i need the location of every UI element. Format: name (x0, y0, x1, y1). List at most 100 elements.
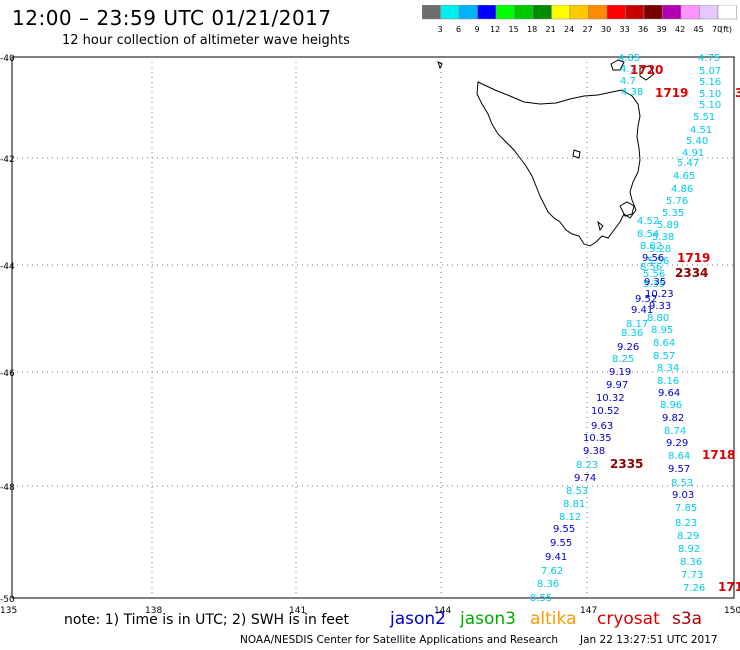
wave-height-value: 5.56 (643, 269, 665, 280)
lon-label: 147 (580, 606, 597, 616)
wave-height-value: 5.10 (699, 100, 721, 111)
wave-height-value: 9.35 (644, 277, 666, 288)
wave-height-value: 8.57 (653, 351, 675, 362)
wave-height-value: 5.28 (649, 244, 671, 255)
scale-label: 30 (601, 25, 611, 34)
wave-height-value: 5.38 (652, 232, 674, 243)
scale-label: 70 (712, 25, 722, 34)
pass-time-label: 2335 (610, 457, 643, 471)
wave-height-value: 8.55 (530, 593, 552, 604)
credit-line: NOAA/NESDIS Center for Satellite Applica… (240, 634, 558, 646)
scale-swatch (643, 5, 663, 20)
lon-label: 144 (434, 606, 451, 616)
wave-height-value: 10.23 (645, 289, 674, 300)
scale-swatch (680, 5, 700, 20)
wave-height-value: 5.47 (677, 158, 699, 169)
wave-height-value: 10.35 (583, 433, 612, 444)
legend-cryosat: cryosat (597, 609, 660, 629)
wave-height-value: 9.29 (666, 438, 688, 449)
wave-height-value: 4.91 (682, 148, 704, 159)
lon-labels: 135 138 141 144 147 150 (0, 606, 740, 616)
pass-time-label: 171 (718, 580, 740, 594)
wave-height-value: 4.75 (698, 53, 720, 64)
lat-label: -46 (0, 369, 15, 379)
wave-height-value: 9.55 (550, 538, 572, 549)
scale-label: 9 (475, 25, 480, 34)
legend-altika: altika (530, 609, 577, 629)
wave-height-value: 8.36 (621, 328, 643, 339)
wave-height-value: 7.62 (541, 566, 563, 577)
scale-swatch (477, 5, 497, 20)
wave-height-value: 8.53 (671, 478, 693, 489)
graticule (12, 57, 734, 598)
lon-label: 138 (145, 606, 162, 616)
wave-height-value: 8.34 (657, 363, 679, 374)
scale-swatch (606, 5, 626, 20)
wave-height-value: 8.12 (559, 512, 581, 523)
wave-height-value: 4.65 (673, 171, 695, 182)
lat-label: -44 (0, 262, 15, 272)
wave-height-value: 9.03 (672, 490, 694, 501)
legend-s3a: s3a (672, 609, 703, 629)
wave-height-value: 10.52 (591, 406, 620, 417)
scale-label: 12 (490, 25, 500, 34)
scale-label: 3 (438, 25, 443, 34)
footer-note: note: 1) Time is in UTC; 2) SWH is in fe… (64, 612, 350, 628)
wave-height-labels: 4.755.075.165.105.105.514.515.404.915.47… (530, 53, 721, 604)
lon-label: 141 (289, 606, 306, 616)
wave-height-value: 8.64 (668, 451, 690, 462)
scale-swatch (514, 5, 534, 20)
wave-height-value: 8.80 (647, 313, 669, 324)
wave-height-value: 5.35 (643, 279, 665, 290)
wave-height-value: 8.64 (653, 338, 675, 349)
pass-time-label: 1719 (677, 251, 710, 265)
lat-label: -42 (0, 155, 15, 165)
pass-time-label: 1718 (702, 448, 735, 462)
lon-label: 150 (724, 606, 740, 616)
wave-height-value: 4.7 (620, 76, 636, 87)
scale-swatch (717, 5, 737, 20)
wave-height-value: 9.26 (617, 342, 639, 353)
wave-height-value: 5.40 (686, 136, 708, 147)
pass-time-label: 1719 (655, 86, 688, 100)
wave-height-value: 8.36 (537, 579, 559, 590)
wave-height-value: 9.82 (662, 413, 684, 424)
legend-jason2: jason2 (390, 609, 446, 629)
scale-swatch (458, 5, 478, 20)
wave-height-value: 9.19 (609, 367, 631, 378)
wave-height-value: 7.26 (683, 583, 705, 594)
wave-height-value: 4.85 (618, 53, 640, 64)
scale-label: 21 (546, 25, 556, 34)
wave-height-value: 9.52 (635, 294, 657, 305)
lat-labels: -40 -42 -44 -46 -48 -50 (0, 54, 15, 605)
lon-label: 135 (0, 606, 17, 616)
pass-time-label: 2334 (675, 266, 708, 280)
wave-height-value: 9.41 (545, 552, 567, 563)
wave-height-value: 9.33 (649, 301, 671, 312)
wave-height-value: 9.55 (553, 524, 575, 535)
map-frame (11, 56, 735, 599)
wave-height-value: 9.74 (574, 473, 596, 484)
wave-height-value: 5.07 (699, 66, 721, 77)
wave-height-value: 4.51 (690, 125, 712, 136)
lat-label: -40 (0, 54, 15, 64)
scale-swatch (495, 5, 515, 20)
wave-height-value: 4.38 (621, 87, 643, 98)
scale-label: 18 (527, 25, 537, 34)
wave-height-value: 5.51 (693, 112, 715, 123)
scale-swatch (625, 5, 645, 20)
tasmania-coastline (437, 59, 655, 247)
scale-swatch (588, 5, 608, 20)
scale-swatch (440, 5, 460, 20)
wave-height-value: 5.35 (662, 208, 684, 219)
scale-label: 6 (456, 25, 461, 34)
wave-height-value: 8.53 (566, 486, 588, 497)
wave-height-value: 4.86 (671, 184, 693, 195)
scale-label: 24 (564, 25, 574, 34)
wave-height-value: 8.17 (626, 319, 648, 330)
scale-label: 39 (657, 25, 667, 34)
wave-height-value: 8.82 (640, 241, 662, 252)
wave-height-value: 9.97 (606, 380, 628, 391)
